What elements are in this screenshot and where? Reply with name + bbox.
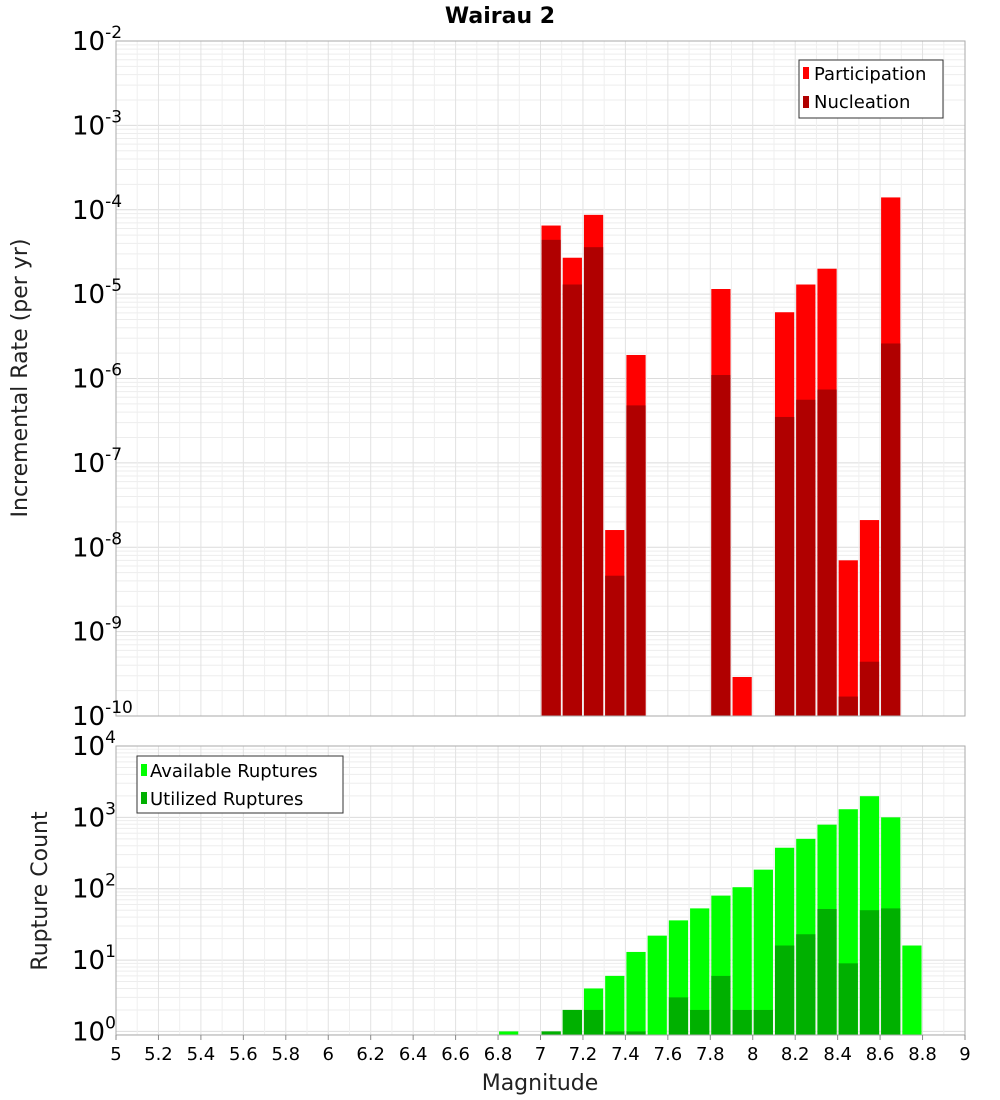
bar-utilized-ruptures <box>690 1009 710 1035</box>
x-tick-label: 8.4 <box>823 1044 852 1065</box>
bar-utilized-ruptures <box>753 1009 773 1035</box>
bar-utilized-ruptures <box>541 1031 561 1035</box>
bar-participation <box>838 560 858 716</box>
bar-available-ruptures <box>732 887 752 1035</box>
bar-utilized-ruptures <box>838 963 858 1035</box>
bottom-y-ticks: 104 103 102 101 100 <box>72 728 116 1047</box>
bar-utilized-ruptures <box>774 945 795 1035</box>
top-y-tick-label: 10-8 <box>72 529 122 563</box>
top-legend: Participation Nucleation <box>798 59 944 119</box>
x-tick-label: 7 <box>535 1044 546 1065</box>
bar-utilized-ruptures <box>817 908 837 1035</box>
x-tick-label: 7.6 <box>654 1044 683 1065</box>
bar-utilized-ruptures <box>732 1009 752 1035</box>
x-tick-label: 8 <box>747 1044 758 1065</box>
top-y-tick-label: 10-5 <box>72 276 122 310</box>
x-tick-label: 8.6 <box>866 1044 895 1065</box>
bar-nucleation <box>796 399 816 716</box>
bar-available-ruptures <box>605 975 625 1035</box>
bar-nucleation <box>626 405 646 716</box>
bar-nucleation <box>605 575 625 716</box>
legend-label-available: Available Ruptures <box>150 761 318 782</box>
x-tick-label: 5.4 <box>187 1044 216 1065</box>
bar-available-ruptures <box>499 1031 519 1035</box>
bar-available-ruptures <box>647 935 667 1035</box>
legend-label-nucleation: Nucleation <box>814 92 910 113</box>
top-y-tick-label: 10-6 <box>72 361 122 395</box>
bar-nucleation <box>859 661 880 716</box>
x-tick-label: 5.2 <box>144 1044 173 1065</box>
top-gridlines <box>115 41 966 717</box>
legend-swatch-utilized <box>141 792 147 804</box>
top-y-axis-label: Incremental Rate (per yr) <box>8 239 33 518</box>
top-bars <box>541 197 901 717</box>
top-y-tick-label: 10-4 <box>72 192 122 226</box>
bar-available-ruptures <box>902 945 922 1035</box>
bottom-y-tick-label: 104 <box>72 728 116 762</box>
bottom-legend-box <box>136 755 344 814</box>
bar-participation <box>732 676 752 716</box>
x-tick-label: 6.6 <box>441 1044 470 1065</box>
legend-label-participation: Participation <box>814 64 926 85</box>
bottom-y-tick-label: 103 <box>72 799 116 833</box>
bar-utilized-ruptures <box>881 908 901 1035</box>
top-y-ticks: 10-2 10-3 10-4 10-5 10-6 10-7 10-8 10-9 10-10 <box>72 23 133 732</box>
bottom-y-tick-label: 101 <box>72 942 116 976</box>
x-tick-label: 6.2 <box>356 1044 385 1065</box>
chart-title: Wairau 2 <box>445 4 555 29</box>
bottom-y-axis-label: Rupture Count <box>28 811 53 971</box>
top-y-tick-label: 10-10 <box>72 698 133 732</box>
bar-nucleation <box>817 389 837 716</box>
x-tick-label: 6.8 <box>484 1044 513 1065</box>
x-tick-label: 9 <box>959 1044 970 1065</box>
x-axis-label: Magnitude <box>482 1071 599 1096</box>
bar-nucleation <box>838 696 858 716</box>
x-tick-label: 7.4 <box>611 1044 640 1065</box>
x-tick-label: 5.8 <box>271 1044 300 1065</box>
legend-swatch-available <box>141 764 147 776</box>
legend-label-utilized: Utilized Ruptures <box>150 789 303 810</box>
x-tick-label: 8.8 <box>908 1044 937 1065</box>
bar-utilized-ruptures <box>583 1009 604 1035</box>
bar-utilized-ruptures <box>605 1031 625 1035</box>
x-tick-label: 7.2 <box>569 1044 598 1065</box>
legend-swatch-participation <box>803 67 809 79</box>
bar-utilized-ruptures <box>711 975 731 1035</box>
bar-utilized-ruptures <box>796 934 816 1035</box>
bar-utilized-ruptures <box>562 1009 582 1035</box>
x-tick-label: 8.2 <box>781 1044 810 1065</box>
x-tick-label: 5 <box>110 1044 121 1065</box>
bar-available-ruptures <box>690 908 710 1035</box>
bottom-bars <box>499 796 922 1035</box>
top-y-tick-label: 10-2 <box>72 23 122 57</box>
top-legend-box <box>798 59 944 119</box>
x-tick-label: 7.8 <box>696 1044 725 1065</box>
bar-utilized-ruptures <box>859 910 880 1035</box>
top-y-tick-label: 10-9 <box>72 614 122 648</box>
bottom-legend: Available Ruptures Utilized Ruptures <box>136 755 344 814</box>
top-plot-frame <box>115 40 966 717</box>
bar-nucleation <box>774 416 795 716</box>
top-y-tick-label: 10-3 <box>72 107 122 141</box>
bar-nucleation <box>711 375 731 716</box>
x-tick-label: 6.4 <box>399 1044 428 1065</box>
bottom-y-tick-label: 102 <box>72 871 116 905</box>
bar-available-ruptures <box>626 951 646 1035</box>
bar-available-ruptures <box>753 869 773 1035</box>
bar-nucleation <box>881 343 901 716</box>
bar-nucleation <box>541 239 561 716</box>
legend-swatch-nucleation <box>803 96 809 108</box>
x-ticks: 5 5.2 5.4 5.6 5.8 6 6.2 6.4 6.6 6.8 7 7.2 7.4 7.6 7.8 8… <box>110 1035 971 1065</box>
bar-utilized-ruptures <box>668 997 689 1035</box>
bar-nucleation <box>583 247 604 716</box>
bottom-y-tick-label: 100 <box>72 1013 116 1047</box>
x-tick-label: 5.6 <box>229 1044 258 1065</box>
bar-nucleation <box>562 284 582 716</box>
top-y-tick-label: 10-7 <box>72 445 122 479</box>
x-tick-label: 6 <box>323 1044 334 1065</box>
bar-utilized-ruptures <box>626 1031 646 1035</box>
